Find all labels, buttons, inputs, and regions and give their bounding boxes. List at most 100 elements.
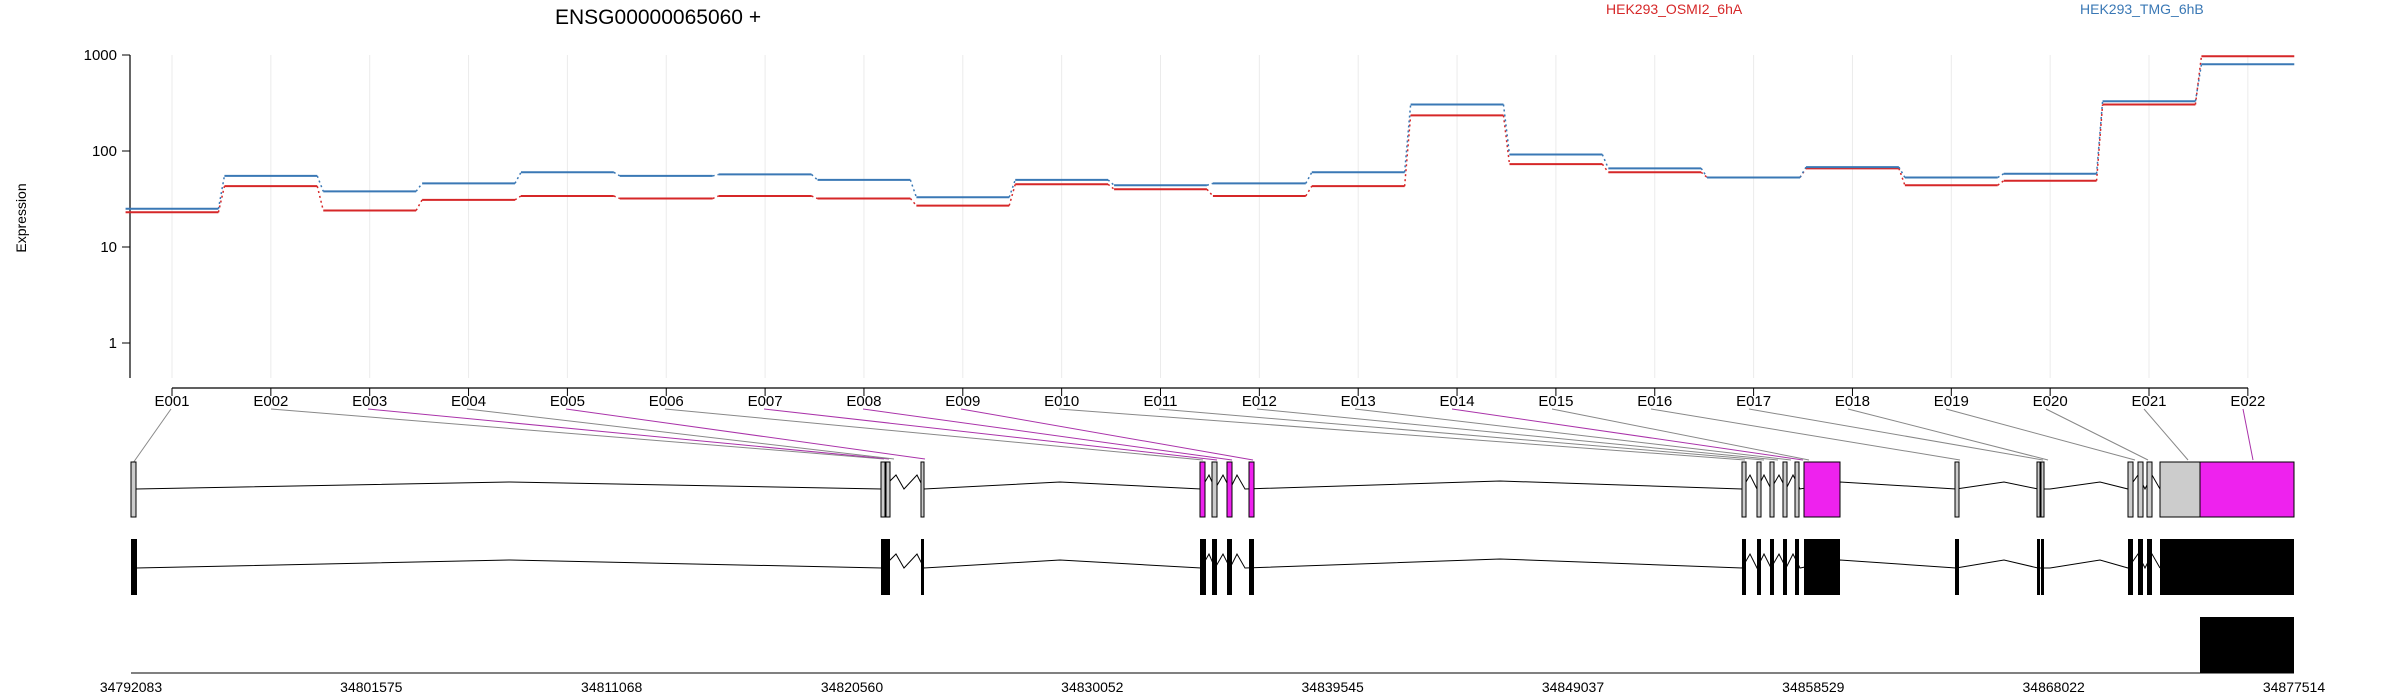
transcript-exon-14 — [1804, 539, 1840, 595]
series-connector — [1997, 173, 2005, 179]
series-connector — [909, 198, 917, 207]
exon-box-e002 — [880, 461, 886, 518]
exon-box-e006 — [1211, 461, 1218, 518]
series-connector — [1107, 183, 1115, 190]
y-tick-label: 1 — [109, 335, 117, 352]
y-axis-label: Expression — [13, 183, 29, 252]
connector-e015 — [1551, 408, 1810, 461]
transcript-exon-2 — [881, 539, 886, 595]
y-axis: 1 10 100 1000 — [84, 47, 131, 378]
x-tick-label: E005 — [550, 393, 585, 410]
exon-box-e012 — [1782, 461, 1788, 518]
transcript-exon-1 — [131, 539, 137, 595]
exon-track-highlighted — [130, 461, 2295, 518]
series-connector — [1305, 171, 1313, 184]
connector-e007 — [763, 408, 1218, 461]
transcript-exon-21 — [2160, 539, 2294, 595]
x-tick-label: E010 — [1044, 393, 1079, 410]
series-connector — [712, 173, 719, 177]
transcript-exon-12 — [1783, 539, 1787, 595]
coordinate-tick-label: 34839545 — [1302, 679, 1365, 695]
connector-e016 — [1650, 408, 1961, 461]
connector-e002 — [270, 408, 885, 460]
y-tick-label: 1000 — [84, 47, 117, 64]
series-connector — [613, 171, 621, 177]
x-tick-label: E021 — [2131, 393, 2166, 410]
coordinate-tick-label: 34868022 — [2023, 679, 2086, 695]
transcript-track — [131, 539, 2294, 595]
series-connector — [415, 182, 423, 192]
connector-e010 — [1058, 408, 1746, 461]
connector-e012 — [1256, 408, 1779, 461]
connector-e018 — [1847, 408, 2049, 461]
connector-e001 — [132, 408, 172, 464]
x-tick-label: E006 — [649, 393, 684, 410]
connector-e021 — [2143, 408, 2189, 461]
series-connector — [1403, 115, 1412, 187]
exon-box-e010 — [1756, 461, 1762, 518]
transcript-exon-8 — [1249, 539, 1254, 595]
series-connector — [1107, 179, 1115, 186]
x-tick-label: E002 — [253, 393, 288, 410]
series-connector — [712, 195, 719, 200]
y-tick-label: 10 — [100, 239, 117, 256]
x-tick-label: E015 — [1538, 393, 1573, 410]
transcript-exon-6 — [1212, 539, 1217, 595]
series-connector — [514, 171, 522, 184]
exon-box-e007 — [1226, 461, 1233, 518]
exon-box-e016 — [2036, 461, 2041, 518]
series-connector — [2095, 101, 2104, 174]
x-tick-label: E009 — [945, 393, 980, 410]
series-connector — [1502, 104, 1511, 155]
series-connector — [909, 179, 918, 198]
exon-box-e004 — [920, 461, 925, 518]
series-connector — [1502, 115, 1511, 165]
x-tick-label: E019 — [1934, 393, 1969, 410]
x-tick-label: E012 — [1242, 393, 1277, 410]
x-axis: E001 E002 E003 E004 E005 E006 E007 E008 E009 E010… — [154, 387, 2265, 410]
coordinate-tick-label: 34858529 — [1782, 679, 1845, 695]
x-tick-label: E003 — [352, 393, 387, 410]
exon-box-e011 — [1769, 461, 1775, 518]
series-connector — [1997, 180, 2005, 186]
x-tick-label: E013 — [1341, 393, 1376, 410]
transcript-exon-3 — [886, 539, 890, 595]
short-transcript-exon — [2200, 617, 2294, 673]
connector-e005 — [565, 408, 926, 460]
exon-box-e013 — [1794, 461, 1800, 518]
grid-lines — [171, 55, 2249, 378]
transcript-exon-11 — [1770, 539, 1774, 595]
x-tick-label: E004 — [451, 393, 486, 410]
series-connector — [514, 195, 522, 201]
series-connector — [811, 173, 819, 181]
series-connector — [1008, 184, 1016, 206]
transcript-exon-17 — [2041, 539, 2044, 595]
connector-e013 — [1354, 408, 1792, 461]
coordinate-tick-label: 34877514 — [2263, 679, 2326, 695]
exon-box-e003 — [885, 461, 891, 518]
series-connector — [1008, 179, 1016, 198]
transcript-exon-5 — [1200, 539, 1206, 595]
connector-e004 — [466, 408, 895, 460]
coordinate-tick-label: 34801575 — [340, 679, 403, 695]
exon-box-e008 — [1248, 461, 1255, 518]
transcript-exon-18 — [2128, 539, 2133, 595]
connector-e009 — [960, 408, 1254, 461]
exon-box-e018 — [2127, 461, 2134, 518]
legend-series-b: HEK293_TMG_6hB — [2080, 1, 2204, 17]
series-connector — [2194, 64, 2203, 102]
series-connector — [316, 186, 325, 211]
connector-e022 — [2242, 408, 2254, 461]
series-lines — [125, 55, 2295, 214]
transcript-exon-10 — [1757, 539, 1761, 595]
exon-box-e017 — [2040, 461, 2045, 518]
series-connector — [217, 186, 226, 213]
connector-e017 — [1748, 408, 2044, 461]
connector-e014 — [1451, 408, 1804, 461]
transcript-exon-19 — [2138, 539, 2143, 595]
series-connector — [1601, 154, 1610, 169]
coordinate-tick-label: 34830052 — [1061, 679, 1124, 695]
exon-box-e009 — [1741, 461, 1747, 518]
series-connector — [1700, 171, 1708, 179]
